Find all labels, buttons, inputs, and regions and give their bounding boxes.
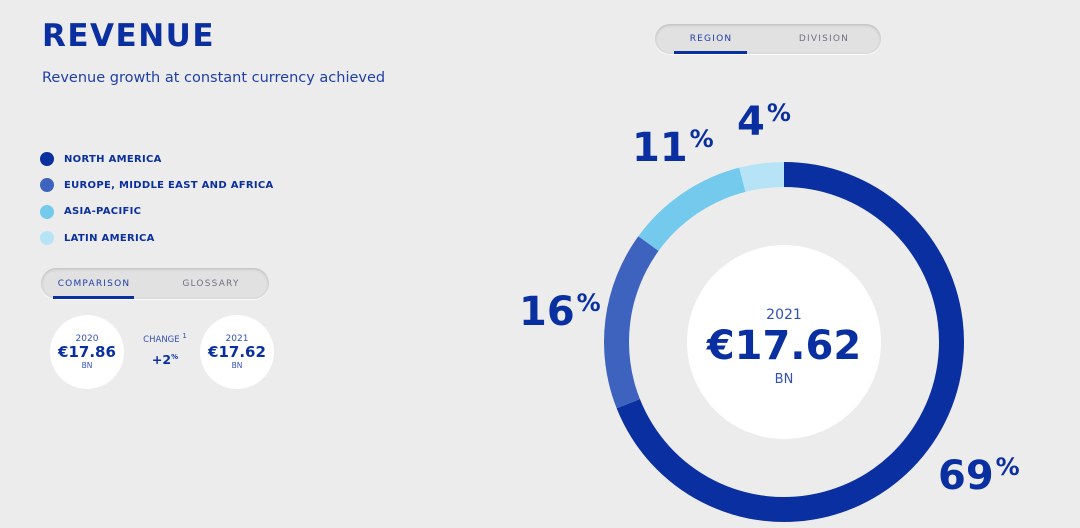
- legend-label: LATIN AMERICA: [64, 232, 155, 244]
- center-unit: BN: [775, 372, 794, 387]
- division-tab[interactable]: DIVISION: [798, 34, 850, 44]
- view-toggle: REGION DIVISION: [655, 24, 881, 54]
- stat-value: €17.86: [58, 343, 116, 361]
- legend: NORTH AMERICA EUROPE, MIDDLE EAST AND AF…: [40, 146, 274, 251]
- slice-emea[interactable]: [604, 236, 659, 409]
- active-tab-indicator: [674, 51, 747, 54]
- legend-label: EUROPE, MIDDLE EAST AND AFRICA: [64, 179, 274, 191]
- page-subtitle: Revenue growth at constant currency achi…: [42, 70, 386, 86]
- change-value: +2%: [151, 351, 179, 367]
- region-tab[interactable]: REGION: [689, 34, 733, 44]
- stat-year: 2020: [75, 334, 99, 344]
- stat-value: €17.62: [208, 343, 266, 361]
- active-tab-indicator: [53, 296, 134, 299]
- slice-asia-pacific[interactable]: [638, 167, 746, 251]
- slice-latin-america[interactable]: [739, 162, 784, 192]
- legend-label: NORTH AMERICA: [64, 153, 162, 165]
- donut-center: [687, 245, 881, 439]
- legend-label: ASIA-PACIFIC: [64, 206, 142, 218]
- change-indicator: CHANGE 1 +2%: [138, 332, 192, 367]
- pct-label-asia-pacific: 11%: [632, 125, 714, 171]
- comparison-tab[interactable]: COMPARISON: [57, 278, 131, 289]
- legend-item-north-america[interactable]: NORTH AMERICA: [40, 146, 274, 172]
- legend-item-asia-pacific[interactable]: ASIA-PACIFIC: [40, 199, 274, 225]
- change-unit: %: [171, 352, 179, 361]
- legend-swatch: [40, 204, 54, 219]
- center-year: 2021: [766, 307, 802, 323]
- stat-unit: BN: [231, 361, 243, 370]
- change-label: CHANGE 1: [143, 332, 187, 345]
- center-value: €17.62: [706, 323, 861, 369]
- legend-item-latin-america[interactable]: LATIN AMERICA: [40, 225, 274, 251]
- legend-swatch: [40, 231, 54, 246]
- comparison-toggle: COMPARISON GLOSSARY: [41, 268, 269, 299]
- stat-2021: 2021 €17.62 BN: [200, 315, 274, 389]
- footnote-marker: 1: [182, 332, 187, 340]
- legend-swatch: [40, 178, 54, 193]
- stat-year: 2021: [225, 334, 249, 344]
- legend-swatch: [40, 152, 54, 167]
- legend-item-emea[interactable]: EUROPE, MIDDLE EAST AND AFRICA: [40, 172, 274, 198]
- glossary-tab[interactable]: GLOSSARY: [182, 278, 240, 289]
- stat-unit: BN: [81, 361, 93, 370]
- pct-label-north-america: 69%: [938, 453, 1020, 499]
- pct-label-latin-america: 4%: [737, 99, 791, 145]
- pct-label-emea: 16%: [519, 289, 601, 335]
- page-title: REVENUE: [42, 18, 216, 54]
- stat-2020: 2020 €17.86 BN: [50, 315, 124, 389]
